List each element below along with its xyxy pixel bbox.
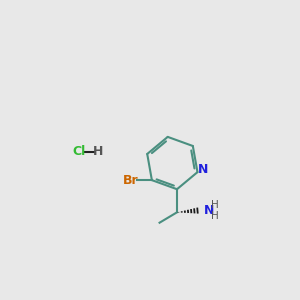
Text: Br: Br — [123, 174, 139, 187]
Text: Cl: Cl — [73, 145, 86, 158]
Text: N: N — [198, 163, 208, 176]
Text: H: H — [93, 145, 103, 158]
Text: N: N — [204, 204, 214, 217]
Text: H: H — [211, 211, 219, 220]
Text: H: H — [211, 200, 219, 210]
